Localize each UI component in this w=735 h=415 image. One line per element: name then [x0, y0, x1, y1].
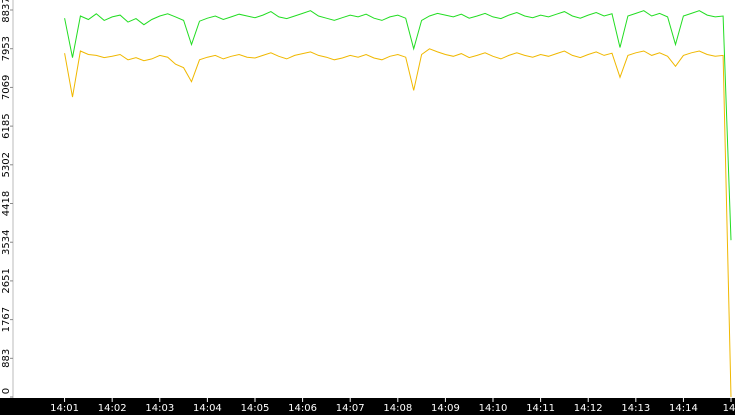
y-tick-label: 3534: [1, 230, 12, 255]
x-tick-label: 14:09: [431, 403, 460, 414]
y-tick-label: 1767: [1, 307, 12, 332]
x-tick-label: 14:13: [621, 403, 650, 414]
x-tick-label: 14:14: [669, 403, 698, 414]
x-tick-label: 14:07: [336, 403, 365, 414]
x-tick-label: 14:01: [50, 403, 79, 414]
y-tick-label: 7069: [1, 75, 12, 100]
x-tick-label: 14:10: [479, 403, 508, 414]
series-line: [64, 48, 732, 398]
x-axis-band: [0, 398, 735, 415]
y-tick-label: 2651: [1, 268, 12, 293]
x-tick-label: 14:04: [193, 403, 222, 414]
y-tick-label: 8837: [1, 0, 12, 23]
x-tick-label: 14: [723, 403, 735, 414]
y-tick-label: 4418: [1, 191, 12, 216]
y-tick-label: 6185: [1, 113, 12, 138]
y-tick-label: 5302: [1, 152, 12, 177]
x-tick-label: 14:08: [383, 403, 412, 414]
x-tick-label: 14:06: [288, 403, 317, 414]
series-line: [64, 10, 732, 241]
y-tick-label: 883: [1, 349, 12, 368]
y-tick-label: 0: [1, 388, 12, 394]
x-tick-label: 14:02: [98, 403, 127, 414]
x-tick-label: 14:12: [574, 403, 603, 414]
x-tick-label: 14:11: [526, 403, 555, 414]
y-tick-label: 7953: [1, 36, 12, 61]
x-tick-label: 14:03: [145, 403, 174, 414]
x-tick-label: 14:05: [241, 403, 270, 414]
